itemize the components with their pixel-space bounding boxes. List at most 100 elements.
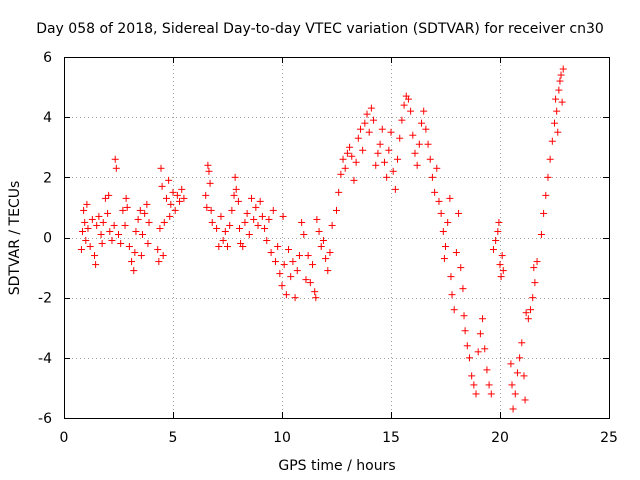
data-point bbox=[398, 116, 406, 124]
data-point bbox=[115, 230, 122, 238]
data-point bbox=[252, 203, 260, 211]
data-point bbox=[230, 191, 238, 199]
grid-lines bbox=[64, 57, 609, 418]
data-point bbox=[400, 101, 408, 109]
data-point bbox=[442, 243, 449, 251]
data-point bbox=[530, 264, 538, 272]
data-point bbox=[213, 224, 221, 232]
data-point bbox=[138, 230, 146, 238]
data-point bbox=[93, 221, 101, 229]
data-point bbox=[130, 267, 138, 275]
data-point bbox=[372, 161, 380, 169]
data-point bbox=[387, 128, 395, 136]
data-point bbox=[98, 240, 106, 248]
data-point bbox=[267, 249, 275, 257]
data-point bbox=[319, 237, 327, 245]
data-point bbox=[554, 128, 562, 136]
data-point bbox=[354, 134, 362, 142]
data-point bbox=[77, 246, 85, 254]
data-point bbox=[317, 243, 325, 251]
data-point bbox=[558, 98, 566, 106]
data-point bbox=[215, 243, 223, 251]
data-points bbox=[77, 65, 567, 413]
data-point bbox=[295, 252, 303, 260]
data-point bbox=[511, 390, 519, 398]
data-point bbox=[250, 215, 258, 223]
data-point bbox=[487, 390, 495, 398]
data-point bbox=[363, 110, 371, 118]
data-point bbox=[527, 306, 535, 314]
data-point bbox=[91, 252, 99, 260]
data-point bbox=[180, 194, 188, 202]
data-point bbox=[291, 294, 299, 302]
data-point bbox=[105, 191, 113, 199]
data-point bbox=[481, 345, 489, 353]
data-point bbox=[465, 354, 473, 362]
data-point bbox=[446, 194, 454, 202]
data-point bbox=[522, 309, 530, 317]
data-point bbox=[391, 185, 399, 193]
data-point bbox=[217, 212, 225, 220]
data-point bbox=[166, 212, 174, 220]
data-point bbox=[322, 255, 330, 263]
data-point bbox=[132, 227, 140, 235]
data-point bbox=[476, 330, 484, 338]
data-point bbox=[256, 197, 264, 205]
x-axis-label: GPS time / hours bbox=[278, 458, 395, 474]
data-point bbox=[448, 291, 456, 299]
data-point bbox=[537, 230, 545, 238]
data-point bbox=[311, 288, 319, 296]
data-point bbox=[457, 264, 465, 272]
data-point bbox=[88, 215, 96, 223]
data-point bbox=[99, 218, 107, 226]
y-tick-label: -6 bbox=[38, 411, 52, 427]
data-point bbox=[444, 218, 452, 226]
data-point bbox=[202, 191, 210, 199]
data-point bbox=[326, 249, 334, 257]
data-point bbox=[333, 206, 340, 214]
data-point bbox=[396, 134, 404, 142]
x-tick-label: 10 bbox=[273, 430, 291, 446]
data-point bbox=[499, 267, 507, 275]
data-point bbox=[122, 194, 130, 202]
data-point bbox=[553, 107, 561, 115]
data-point bbox=[104, 209, 112, 217]
data-point bbox=[95, 212, 103, 220]
data-point bbox=[119, 206, 127, 214]
data-point bbox=[176, 197, 184, 205]
data-point bbox=[361, 119, 369, 127]
data-point bbox=[128, 258, 136, 266]
data-point bbox=[141, 209, 149, 217]
data-point bbox=[160, 218, 168, 226]
data-point bbox=[306, 279, 314, 287]
data-point bbox=[111, 155, 119, 163]
data-point bbox=[470, 381, 478, 389]
data-point bbox=[162, 194, 170, 202]
data-point bbox=[551, 119, 558, 127]
y-axis-label: SDTVAR / TECUs bbox=[7, 181, 23, 296]
axis-ticks bbox=[64, 57, 610, 419]
data-point bbox=[300, 230, 308, 238]
data-point bbox=[97, 230, 105, 238]
data-point bbox=[265, 215, 273, 223]
data-point bbox=[108, 237, 116, 245]
data-point bbox=[350, 176, 358, 184]
data-point bbox=[548, 137, 556, 145]
data-point bbox=[385, 146, 393, 154]
data-point bbox=[125, 243, 133, 251]
data-point bbox=[241, 218, 249, 226]
data-point bbox=[337, 170, 345, 178]
data-point bbox=[341, 164, 349, 172]
data-point bbox=[158, 182, 166, 190]
data-point bbox=[239, 243, 247, 251]
data-point bbox=[394, 155, 402, 163]
data-point bbox=[431, 188, 439, 196]
data-point bbox=[145, 218, 153, 226]
data-point bbox=[367, 104, 375, 112]
data-point bbox=[542, 191, 550, 199]
data-point bbox=[243, 209, 251, 217]
data-point bbox=[346, 143, 354, 151]
data-point bbox=[269, 206, 277, 214]
data-point bbox=[204, 161, 212, 169]
data-point bbox=[298, 218, 306, 226]
